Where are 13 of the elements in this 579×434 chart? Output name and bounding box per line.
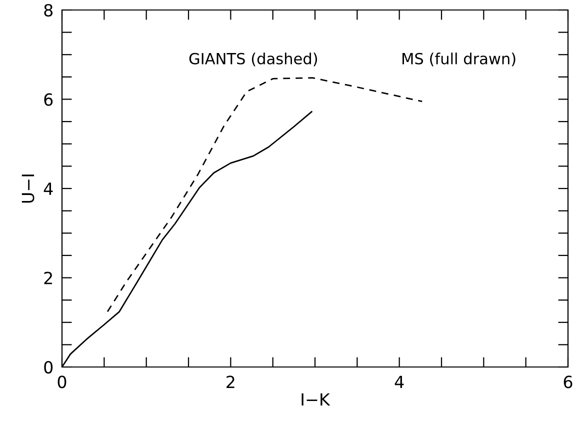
y-tick-label: 2 xyxy=(44,272,52,284)
annotation: GIANTS (dashed) xyxy=(189,52,318,66)
x-tick-label: 6 xyxy=(564,376,572,388)
y-tick-label: 0 xyxy=(44,360,53,374)
x-tick-label: 2 xyxy=(226,376,234,388)
y-axis-title: U−I xyxy=(22,174,34,203)
y-tick-label: 4 xyxy=(44,182,53,195)
x-tick-label: 4 xyxy=(394,376,404,388)
y-tick-label: 8 xyxy=(44,4,53,17)
y-tick-label: 6 xyxy=(44,93,53,106)
x-tick-label: 0 xyxy=(58,376,66,388)
x-axis-title: I−K xyxy=(302,393,330,406)
annotation: MS (full drawn) xyxy=(402,52,516,66)
